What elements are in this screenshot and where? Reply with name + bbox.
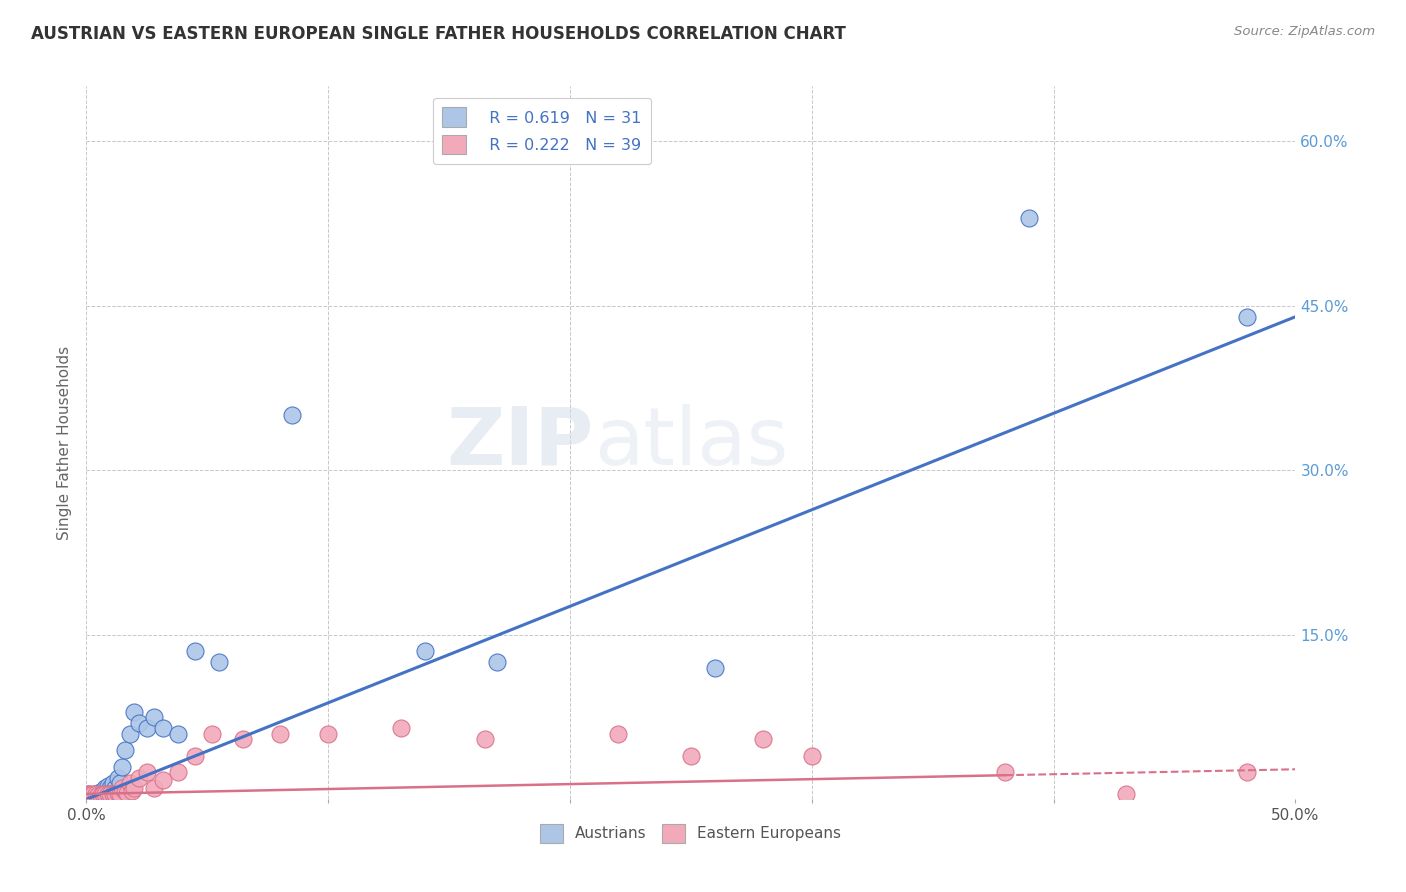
Point <box>752 732 775 747</box>
Point <box>80 788 103 802</box>
Point <box>104 787 127 801</box>
Point <box>107 771 129 785</box>
Point <box>118 726 141 740</box>
Point <box>121 783 143 797</box>
Point <box>94 781 117 796</box>
Point <box>1018 211 1040 225</box>
Point <box>107 786 129 800</box>
Point <box>108 776 131 790</box>
Point <box>80 787 103 801</box>
Point <box>82 789 104 804</box>
Text: atlas: atlas <box>593 404 789 482</box>
Point <box>152 721 174 735</box>
Point <box>91 783 114 797</box>
Point <box>704 661 727 675</box>
Point <box>201 726 224 740</box>
Point <box>800 748 823 763</box>
Point <box>184 644 207 658</box>
Point <box>87 786 110 800</box>
Point <box>128 715 150 730</box>
Point <box>994 764 1017 779</box>
Point <box>104 781 127 796</box>
Point <box>98 787 121 801</box>
Point <box>94 787 117 801</box>
Point <box>142 710 165 724</box>
Point <box>84 787 107 801</box>
Point <box>486 656 509 670</box>
Point <box>98 781 121 796</box>
Y-axis label: Single Father Households: Single Father Households <box>58 346 72 540</box>
Point <box>135 764 157 779</box>
Text: AUSTRIAN VS EASTERN EUROPEAN SINGLE FATHER HOUSEHOLDS CORRELATION CHART: AUSTRIAN VS EASTERN EUROPEAN SINGLE FATH… <box>31 25 846 43</box>
Point <box>118 776 141 790</box>
Point <box>111 759 134 773</box>
Point <box>135 721 157 735</box>
Point <box>97 779 120 793</box>
Point <box>389 721 412 735</box>
Point <box>142 781 165 796</box>
Point <box>90 788 112 802</box>
Point <box>474 732 496 747</box>
Point <box>280 409 302 423</box>
Point <box>114 743 136 757</box>
Point <box>1115 787 1137 801</box>
Point <box>269 726 291 740</box>
Point <box>679 748 702 763</box>
Point <box>115 786 138 800</box>
Point <box>77 787 100 801</box>
Point <box>1236 310 1258 324</box>
Text: ZIP: ZIP <box>447 404 593 482</box>
Point <box>111 781 134 796</box>
Point <box>152 772 174 787</box>
Point <box>413 644 436 658</box>
Point <box>607 726 630 740</box>
Point <box>108 787 131 801</box>
Point <box>316 726 339 740</box>
Point <box>90 785 112 799</box>
Point <box>184 748 207 763</box>
Point <box>124 781 146 796</box>
Point <box>91 787 114 801</box>
Point <box>232 732 254 747</box>
Point <box>208 656 231 670</box>
Point <box>128 771 150 785</box>
Point <box>87 788 110 802</box>
Point <box>82 787 104 801</box>
Point <box>77 787 100 801</box>
Point <box>114 783 136 797</box>
Point <box>167 726 190 740</box>
Point <box>101 776 124 790</box>
Point <box>124 705 146 719</box>
Point <box>84 787 107 801</box>
Text: Source: ZipAtlas.com: Source: ZipAtlas.com <box>1234 25 1375 38</box>
Point <box>1236 764 1258 779</box>
Point <box>101 787 124 801</box>
Point <box>167 764 190 779</box>
Point <box>97 787 120 801</box>
